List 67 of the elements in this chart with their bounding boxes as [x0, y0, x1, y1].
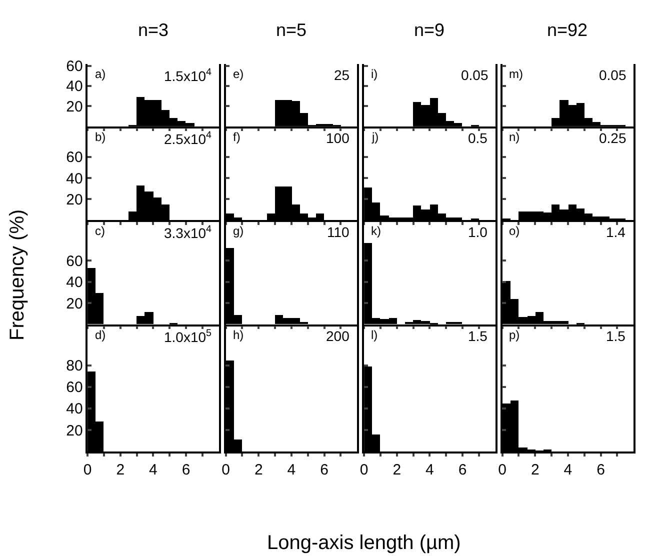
annotation: j) — [371, 130, 379, 144]
chart-title: n=5 — [276, 20, 307, 40]
annotation: 2.5x10$^{4}$ — [164, 130, 212, 147]
annotation: 110 — [327, 224, 350, 240]
annotation: 3.3x10$^{4}$ — [164, 224, 212, 241]
annotation: 1.5 — [468, 328, 488, 344]
chart-title: n=92 — [547, 20, 588, 40]
x-tick-label: 4 — [149, 461, 158, 478]
annotation: e) — [233, 67, 244, 81]
x-tick-label: 2 — [116, 461, 125, 478]
x-tick-label: 0 — [360, 461, 368, 478]
y-tick-label: 40 — [66, 170, 83, 188]
annotation: 100 — [326, 130, 350, 146]
annotation: g) — [233, 224, 244, 238]
annotation: a) — [95, 67, 106, 81]
chart-title: n=9 — [414, 20, 445, 40]
y-tick-label: 40 — [66, 78, 83, 96]
y-tick-label: 80 — [66, 358, 83, 375]
annotation: 1.5x10$^{4}$ — [164, 67, 212, 84]
chart-title: n=3 — [138, 20, 169, 40]
annotation: 0.25 — [599, 130, 626, 146]
y-tick-label: 60 — [66, 252, 83, 270]
annotation: 1.5 — [606, 328, 626, 344]
x-tick-label: 0 — [222, 461, 230, 478]
x-tick-label: 0 — [498, 461, 506, 478]
annotation: 25 — [334, 67, 350, 83]
annotation: 1.0 — [468, 224, 488, 240]
annotation: h) — [233, 328, 244, 342]
annotation: 1.0x10$^{5}$ — [164, 328, 212, 345]
annotation: b) — [95, 130, 106, 144]
x-tick-label: 4 — [287, 461, 296, 478]
y-tick-label: 60 — [66, 379, 83, 396]
y-tick-label: 40 — [66, 400, 83, 418]
x-tick-label: 2 — [530, 461, 540, 478]
annotation: o) — [509, 224, 520, 238]
annotation: 0.5 — [468, 130, 488, 146]
y-tick-label: 20 — [66, 191, 83, 208]
y-tick-label: 20 — [66, 295, 83, 312]
x-axis-title: Long-axis length (µm) — [267, 532, 461, 554]
x-tick-label: 4 — [564, 461, 572, 478]
annotation: 0.05 — [599, 67, 626, 83]
annotation: i) — [371, 67, 378, 81]
annotation: p) — [509, 328, 520, 342]
annotation: 0.05 — [461, 67, 488, 83]
annotation: 1.4 — [606, 224, 626, 240]
annotation: n) — [509, 130, 520, 144]
x-tick-label: 6 — [320, 461, 328, 478]
annotation: d) — [95, 328, 106, 342]
x-tick-label: 2 — [254, 461, 263, 478]
y-tick-label: 20 — [66, 98, 83, 116]
x-tick-label: 2 — [392, 461, 402, 478]
x-tick-label: 6 — [596, 461, 605, 478]
annotation: l) — [371, 328, 378, 342]
x-tick-label: 6 — [182, 461, 190, 478]
y-axis-title: Frequency (%) — [6, 209, 28, 340]
x-tick-label: 6 — [458, 461, 467, 478]
annotation: k) — [371, 224, 381, 238]
annotation: m) — [509, 67, 523, 81]
y-tick-label: 60 — [66, 58, 83, 76]
x-tick-label: 4 — [426, 461, 434, 478]
annotation: c) — [95, 224, 105, 238]
y-tick-label: 40 — [66, 274, 83, 292]
y-tick-label: 60 — [66, 149, 83, 166]
x-tick-label: 0 — [83, 461, 92, 478]
y-tick-label: 20 — [66, 422, 83, 440]
annotation: 200 — [326, 328, 350, 344]
annotation: f) — [233, 130, 240, 144]
